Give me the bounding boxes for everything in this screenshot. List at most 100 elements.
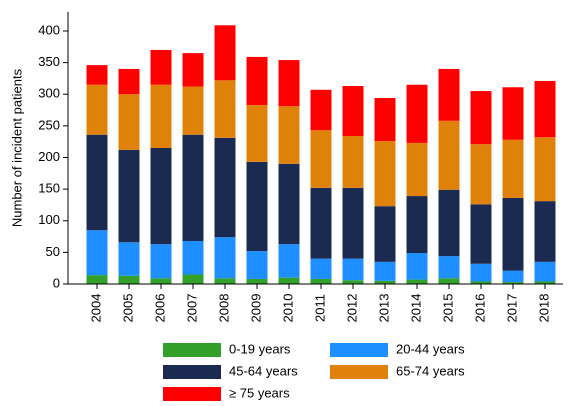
bar-segment xyxy=(374,141,396,207)
bar-segment xyxy=(182,53,204,87)
legend-label: 45-64 years xyxy=(229,363,298,378)
bar-segment xyxy=(118,68,140,95)
bar-segment xyxy=(150,278,172,284)
bar-segment xyxy=(310,187,332,259)
bar-segment xyxy=(310,89,332,131)
x-tick-label: 2004 xyxy=(88,294,103,323)
x-tick-label: 2016 xyxy=(472,294,487,323)
bar-segment xyxy=(406,142,428,197)
x-tick-label: 2008 xyxy=(216,294,231,323)
bar-segment xyxy=(438,256,460,279)
bar-segment xyxy=(150,84,172,148)
y-axis-label: Number of incident patients xyxy=(9,68,24,227)
bar-segment xyxy=(502,282,524,284)
y-tick-label: 250 xyxy=(38,117,60,132)
bar-segment xyxy=(86,65,108,85)
x-tick-label: 2007 xyxy=(184,294,199,323)
y-tick-label: 200 xyxy=(38,149,60,164)
bar-segment xyxy=(406,196,428,254)
bar-segment xyxy=(406,84,428,143)
x-tick-label: 2012 xyxy=(344,294,359,323)
bar-segment xyxy=(118,242,140,276)
y-tick-label: 150 xyxy=(38,181,60,196)
y-tick-label: 350 xyxy=(38,54,60,69)
bar-segment xyxy=(374,261,396,281)
bar-segment xyxy=(310,278,332,284)
bar-segment xyxy=(246,161,268,252)
bar-segment xyxy=(534,137,556,202)
bar-segment xyxy=(246,251,268,279)
y-tick-label: 100 xyxy=(38,212,60,227)
legend-label: 20-44 years xyxy=(396,341,465,356)
bar-segment xyxy=(406,279,428,284)
x-tick-label: 2011 xyxy=(312,294,327,322)
bar-segment xyxy=(118,94,140,150)
bar-segment xyxy=(470,263,492,282)
legend-label: 0-19 years xyxy=(229,341,291,356)
bar-segment xyxy=(278,277,300,284)
legend-swatch xyxy=(330,365,388,379)
legend-label: ≥ 75 years xyxy=(229,385,290,400)
bar-segment xyxy=(534,201,556,262)
bar-segment xyxy=(502,87,524,140)
bar-segment xyxy=(342,280,364,284)
y-tick-label: 50 xyxy=(46,244,60,259)
x-tick-label: 2005 xyxy=(120,294,135,323)
bar-segment xyxy=(182,86,204,135)
bar-segment xyxy=(150,148,172,245)
bar-segment xyxy=(246,56,268,105)
bar-segment xyxy=(342,86,364,136)
bar-segment xyxy=(214,80,236,138)
bar-segment xyxy=(310,130,332,188)
x-tick-label: 2013 xyxy=(376,294,391,323)
bar-segment xyxy=(278,244,300,278)
bar-segment xyxy=(374,206,396,262)
bar-segment xyxy=(214,278,236,284)
bar-segment xyxy=(470,91,492,145)
bar-segment xyxy=(342,187,364,259)
bar-segment xyxy=(470,144,492,205)
bar-segment xyxy=(438,120,460,190)
bar-segment xyxy=(214,237,236,279)
bar-segment xyxy=(86,230,108,276)
bar-segment xyxy=(310,258,332,279)
x-tick-label: 2018 xyxy=(536,294,551,323)
bar-segment xyxy=(278,106,300,164)
legend-label: 65-74 years xyxy=(396,363,465,378)
bar-segment xyxy=(502,270,524,283)
bar-segment xyxy=(470,281,492,284)
bar-segment xyxy=(534,281,556,284)
bar-segment xyxy=(214,25,236,81)
bar-segment xyxy=(374,98,396,142)
legend-swatch xyxy=(163,343,221,357)
x-tick-label: 2006 xyxy=(152,294,167,323)
x-tick-label: 2010 xyxy=(280,294,295,323)
bar-segment xyxy=(246,104,268,162)
bar-segment xyxy=(342,258,364,281)
bar-segment xyxy=(278,60,300,107)
bar-segment xyxy=(150,244,172,279)
legend-swatch xyxy=(330,343,388,357)
bar-segment xyxy=(118,149,140,243)
bar-segment xyxy=(438,278,460,284)
bar-segment xyxy=(86,84,108,135)
bar-segment xyxy=(502,197,524,271)
bar-segment xyxy=(150,49,172,85)
x-tick-label: 2017 xyxy=(504,294,519,323)
bar-segment xyxy=(438,189,460,257)
x-tick-label: 2015 xyxy=(440,294,455,323)
bar-segment xyxy=(182,134,204,241)
bar-segment xyxy=(182,274,204,284)
y-tick-label: 300 xyxy=(38,86,60,101)
legend-swatch xyxy=(163,387,221,401)
bar-segment xyxy=(438,68,460,121)
x-tick-label: 2009 xyxy=(248,294,263,323)
x-tick-label: 2014 xyxy=(408,294,423,323)
bar-segment xyxy=(534,261,556,282)
bar-segment xyxy=(246,278,268,284)
bar-segment xyxy=(214,137,236,238)
bar-segment xyxy=(86,134,108,231)
bar-segment xyxy=(534,80,556,138)
legend-swatch xyxy=(163,365,221,379)
